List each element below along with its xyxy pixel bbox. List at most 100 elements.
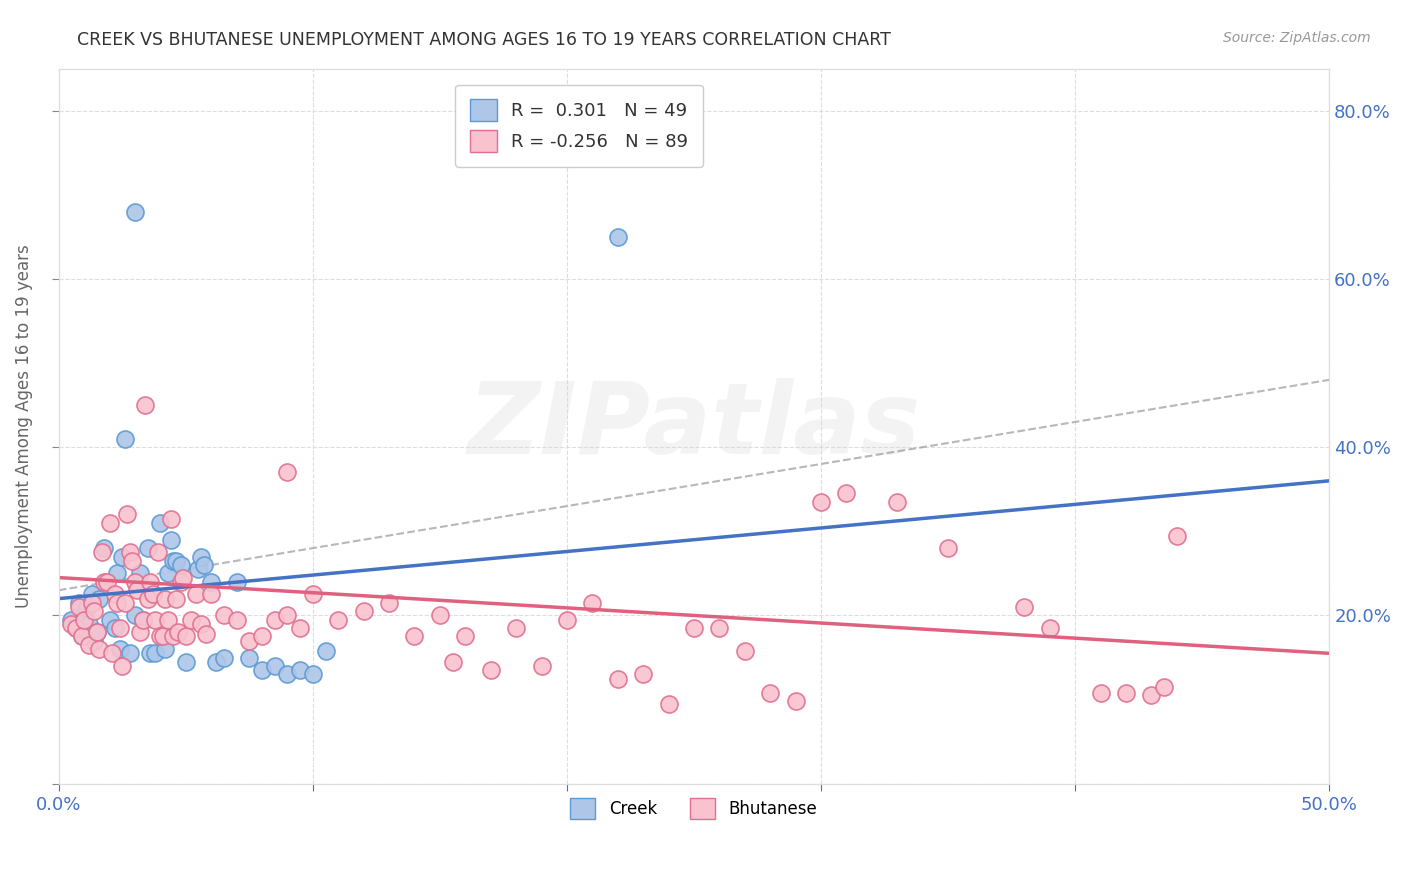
Point	[169, 558, 191, 572]
Point	[378, 596, 401, 610]
Point	[683, 621, 706, 635]
Point	[89, 642, 111, 657]
Point	[263, 659, 285, 673]
Point	[105, 596, 128, 610]
Point	[328, 613, 350, 627]
Point	[205, 655, 228, 669]
Point	[149, 516, 172, 530]
Point	[136, 591, 159, 606]
Point	[301, 667, 323, 681]
Point	[658, 697, 681, 711]
Point	[174, 630, 197, 644]
Point	[139, 646, 162, 660]
Point	[159, 511, 181, 525]
Point	[1014, 600, 1036, 615]
Point	[101, 646, 124, 660]
Point	[631, 667, 654, 681]
Point	[353, 604, 375, 618]
Point	[114, 596, 136, 610]
Point	[60, 613, 83, 627]
Point	[96, 574, 118, 589]
Point	[89, 591, 111, 606]
Point	[73, 608, 96, 623]
Text: CREEK VS BHUTANESE UNEMPLOYMENT AMONG AGES 16 TO 19 YEARS CORRELATION CHART: CREEK VS BHUTANESE UNEMPLOYMENT AMONG AG…	[77, 31, 891, 49]
Point	[159, 533, 181, 547]
Point	[162, 630, 184, 644]
Point	[555, 613, 578, 627]
Point	[225, 574, 247, 589]
Point	[190, 616, 212, 631]
Point	[65, 621, 87, 635]
Point	[118, 545, 141, 559]
Point	[90, 545, 112, 559]
Point	[118, 646, 141, 660]
Point	[108, 621, 131, 635]
Point	[124, 574, 146, 589]
Point	[1039, 621, 1062, 635]
Point	[200, 587, 222, 601]
Point	[315, 644, 337, 658]
Point	[143, 646, 166, 660]
Point	[80, 596, 103, 610]
Point	[835, 486, 858, 500]
Legend: Creek, Bhutanese: Creek, Bhutanese	[564, 792, 824, 825]
Point	[238, 633, 260, 648]
Y-axis label: Unemployment Among Ages 16 to 19 years: Unemployment Among Ages 16 to 19 years	[15, 244, 32, 608]
Point	[441, 655, 464, 669]
Point	[67, 600, 90, 615]
Point	[149, 630, 172, 644]
Point	[505, 621, 527, 635]
Point	[276, 667, 298, 681]
Point	[93, 574, 115, 589]
Point	[193, 558, 215, 572]
Point	[76, 600, 98, 615]
Point	[288, 663, 311, 677]
Point	[180, 613, 202, 627]
Point	[184, 587, 207, 601]
Point	[276, 608, 298, 623]
Point	[1153, 680, 1175, 694]
Point	[70, 630, 93, 644]
Point	[60, 616, 83, 631]
Point	[98, 613, 121, 627]
Point	[80, 587, 103, 601]
Point	[136, 541, 159, 556]
Point	[759, 686, 782, 700]
Point	[143, 613, 166, 627]
Point	[155, 591, 177, 606]
Text: ZIPatlas: ZIPatlas	[467, 377, 921, 475]
Point	[83, 633, 105, 648]
Point	[162, 554, 184, 568]
Point	[73, 613, 96, 627]
Point	[127, 583, 149, 598]
Point	[429, 608, 451, 623]
Point	[709, 621, 731, 635]
Point	[212, 650, 235, 665]
Point	[169, 574, 191, 589]
Point	[195, 627, 218, 641]
Point	[479, 663, 502, 677]
Point	[187, 562, 209, 576]
Point	[111, 659, 134, 673]
Point	[129, 566, 152, 581]
Point	[134, 398, 156, 412]
Point	[250, 630, 273, 644]
Point	[146, 545, 169, 559]
Point	[200, 574, 222, 589]
Point	[93, 541, 115, 556]
Point	[886, 495, 908, 509]
Point	[77, 616, 100, 631]
Point	[117, 508, 139, 522]
Point	[104, 587, 127, 601]
Point	[111, 549, 134, 564]
Point	[250, 663, 273, 677]
Point	[301, 587, 323, 601]
Point	[98, 516, 121, 530]
Point	[1090, 686, 1112, 700]
Point	[155, 642, 177, 657]
Point	[581, 596, 603, 610]
Point	[139, 574, 162, 589]
Point	[67, 596, 90, 610]
Point	[1115, 686, 1137, 700]
Point	[152, 630, 174, 644]
